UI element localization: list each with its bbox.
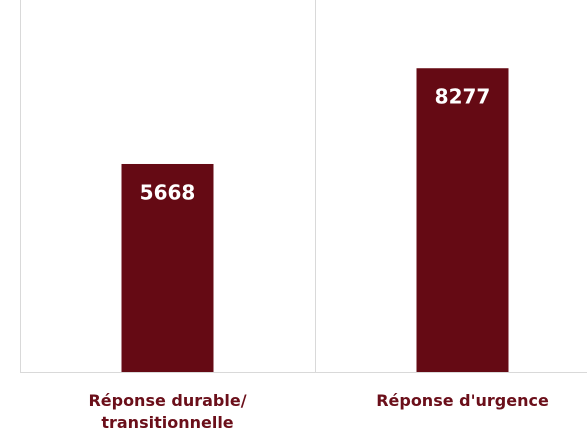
x-tick-label: Réponse d'urgence (376, 391, 549, 410)
data-label: 5668 (140, 180, 196, 204)
data-label: 8277 (435, 85, 491, 109)
x-tick-label: Réponse durable/ transitionnelle (88, 391, 247, 432)
bar (121, 163, 214, 372)
bar (416, 68, 509, 372)
